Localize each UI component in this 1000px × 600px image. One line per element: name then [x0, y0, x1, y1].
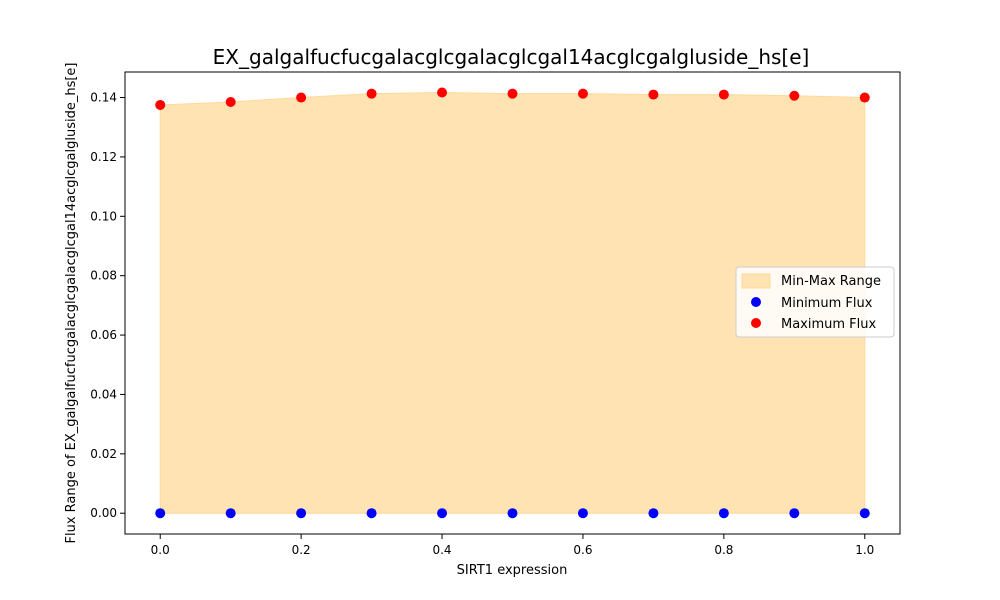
legend-box — [735, 266, 895, 338]
y-tick-label: 0.14 — [90, 91, 117, 105]
maximum-flux-point — [437, 87, 448, 98]
legend-label-maximum-flux: Maximum Flux — [781, 317, 877, 332]
legend-label-minimum-flux: Minimum Flux — [781, 296, 873, 311]
y-tick-label: 0.06 — [90, 328, 117, 342]
maximum-flux-point — [225, 96, 236, 107]
x-axis-label: SIRT1 expression — [457, 563, 568, 578]
minimum-flux-point — [296, 508, 307, 519]
minimum-flux-point — [859, 508, 870, 519]
legend-swatch-maximum-flux — [751, 318, 761, 328]
x-tick-label: 0.6 — [573, 543, 592, 557]
maximum-flux-point — [789, 90, 800, 101]
legend: Min-Max Range Minimum Flux Maximum Flux — [735, 266, 895, 338]
maximum-flux-point — [366, 88, 377, 99]
y-tick-label: 0.02 — [90, 447, 117, 461]
maximum-flux-point — [718, 89, 729, 100]
y-tick-label: 0.12 — [90, 150, 117, 164]
y-tick-label: 0.10 — [90, 209, 117, 223]
x-axis-ticks: 0.0 0.2 0.4 0.6 0.8 1.0 — [151, 534, 874, 557]
maximum-flux-points — [155, 87, 870, 110]
minimum-flux-point — [648, 508, 659, 519]
legend-label-min-max-range: Min-Max Range — [781, 274, 881, 289]
legend-swatch-min-max-range — [741, 273, 771, 289]
minimum-flux-point — [366, 508, 377, 519]
maximum-flux-point — [296, 92, 307, 103]
y-tick-label: 0.08 — [90, 269, 117, 283]
x-tick-label: 1.0 — [855, 543, 874, 557]
minimum-flux-point — [577, 508, 588, 519]
minimum-flux-point — [155, 508, 166, 519]
minimum-flux-point — [718, 508, 729, 519]
maximum-flux-point — [507, 88, 518, 99]
x-tick-label: 0.4 — [432, 543, 451, 557]
maximum-flux-point — [577, 88, 588, 99]
x-tick-label: 0.2 — [292, 543, 311, 557]
minimum-flux-point — [225, 508, 236, 519]
chart-title: EX_galgalfucfucgalacglcgalacglcgal14acgl… — [213, 45, 810, 69]
x-tick-label: 0.8 — [714, 543, 733, 557]
x-tick-label: 0.0 — [151, 543, 170, 557]
plot-frame — [124, 71, 901, 535]
y-axis-label: Flux Range of EX_galgalfucfucgalacglcgal… — [64, 63, 79, 544]
minimum-flux-point — [789, 508, 800, 519]
y-tick-label: 0.00 — [90, 506, 117, 520]
minimum-flux-points — [155, 508, 870, 519]
legend-swatch-minimum-flux — [751, 297, 761, 307]
y-axis-ticks: 0.00 0.02 0.04 0.06 0.08 0.10 0.12 0.14 — [90, 91, 125, 520]
maximum-flux-point — [648, 89, 659, 100]
maximum-flux-point — [155, 99, 166, 110]
minimum-flux-point — [507, 508, 518, 519]
maximum-flux-point — [859, 92, 870, 103]
y-tick-label: 0.04 — [90, 387, 117, 401]
minimum-flux-point — [437, 508, 448, 519]
